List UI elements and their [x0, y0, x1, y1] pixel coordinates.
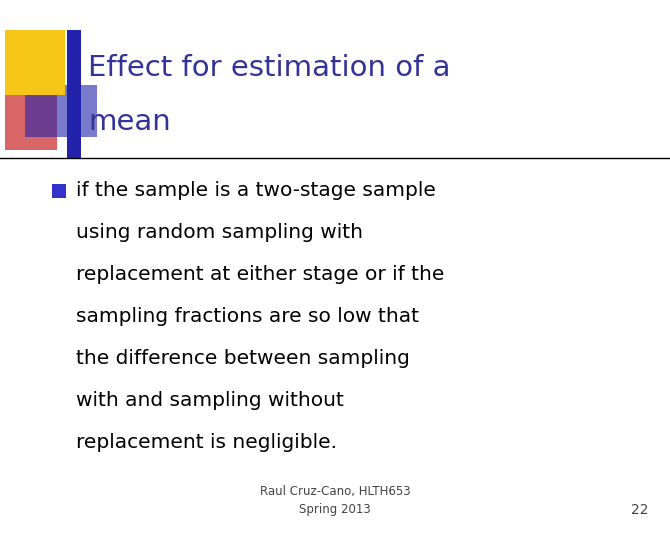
Text: replacement is negligible.: replacement is negligible.: [76, 434, 337, 453]
Text: replacement at either stage or if the: replacement at either stage or if the: [76, 266, 444, 285]
Text: with and sampling without: with and sampling without: [76, 392, 344, 410]
Bar: [5, 30, 65, 95]
Bar: [25, 85, 97, 137]
Text: Spring 2013: Spring 2013: [299, 503, 371, 516]
Bar: [67, 30, 81, 158]
Text: Raul Cruz-Cano, HLTH653: Raul Cruz-Cano, HLTH653: [260, 485, 410, 498]
Text: using random sampling with: using random sampling with: [76, 224, 363, 242]
Text: if the sample is a two-stage sample: if the sample is a two-stage sample: [76, 181, 436, 200]
Text: sampling fractions are so low that: sampling fractions are so low that: [76, 307, 419, 327]
Bar: [52, 184, 66, 198]
Text: Effect for estimation of a: Effect for estimation of a: [88, 54, 450, 82]
Text: 22: 22: [630, 503, 648, 517]
Text: mean: mean: [88, 108, 171, 136]
Bar: [5, 85, 57, 150]
Text: the difference between sampling: the difference between sampling: [76, 349, 410, 368]
